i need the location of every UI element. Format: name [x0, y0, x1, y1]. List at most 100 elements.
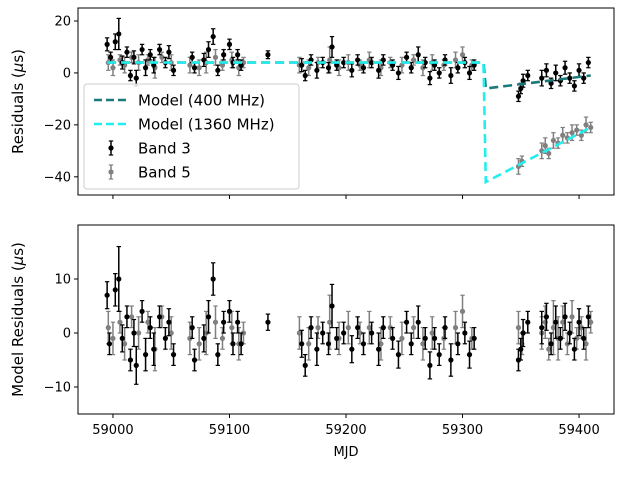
point-band-3-39 [355, 316, 361, 339]
point-band-3-28 [265, 50, 271, 60]
point-band-3-38 [349, 335, 355, 364]
point-band-3-24 [226, 300, 233, 323]
point-band-5-41 [550, 132, 557, 149]
x-tick-label-59400: 59400 [558, 423, 599, 438]
point-band-3-23 [221, 48, 227, 61]
point-band-3-51 [431, 327, 438, 350]
point-band-3-1 [106, 332, 113, 356]
point-band-3-6 [127, 69, 134, 82]
point-band-3-39 [355, 54, 361, 66]
point-band-3-69 [567, 72, 573, 84]
point-band-3-5 [124, 305, 130, 329]
point-band-3-66 [553, 305, 559, 339]
point-band-3-31 [308, 316, 314, 339]
point-band-3-63 [539, 310, 545, 345]
point-band-3-38 [349, 63, 355, 78]
point-band-3-43 [380, 316, 386, 339]
point-band-3-43 [380, 54, 386, 66]
point-band-5-43 [560, 305, 566, 339]
point-band-5-1 [110, 321, 116, 356]
point-band-3-29 [299, 58, 305, 73]
point-band-3-72 [581, 72, 587, 84]
point-band-3-22 [215, 64, 221, 77]
point-band-3-20 [205, 41, 212, 58]
y-tick-label-20: 20 [54, 14, 71, 29]
point-band-3-64 [543, 302, 550, 331]
point-band-3-9 [139, 43, 145, 56]
point-band-3-0 [104, 37, 110, 52]
point-band-3-65 [548, 332, 554, 356]
point-band-3-49 [422, 327, 428, 350]
bottom-series-layer [104, 246, 594, 385]
point-band-3-42 [376, 332, 382, 366]
point-band-3-54 [448, 343, 454, 377]
point-band-5-29 [410, 316, 417, 339]
point-band-5-37 [519, 155, 525, 168]
point-band-3-73 [585, 305, 591, 329]
point-band-5-21 [327, 294, 333, 350]
y-tick-label-10: 10 [54, 273, 71, 288]
top-series-layer [104, 17, 594, 185]
point-band-3-63 [539, 69, 545, 87]
point-band-5-11 [196, 327, 202, 361]
point-band-3-57 [466, 340, 473, 369]
top-panel: 20 0 −20 −40 Residuals (μs) Model (400 MHz)… [9, 7, 615, 199]
point-band-3-2 [112, 33, 118, 51]
point-band-5-3 [122, 327, 128, 361]
point-band-3-64 [543, 63, 550, 78]
point-band-3-24 [226, 38, 233, 51]
point-band-5-34 [459, 294, 466, 329]
point-band-3-68 [562, 60, 568, 75]
bottom-axes-frame [77, 224, 615, 415]
point-band-3-45 [395, 65, 402, 81]
point-band-3-15 [166, 45, 172, 60]
point-band-3-72 [581, 327, 587, 350]
point-band-3-50 [427, 351, 433, 380]
point-band-3-10 [142, 59, 149, 77]
point-band-3-6 [127, 348, 134, 372]
point-band-3-33 [320, 321, 326, 345]
point-band-3-11 [147, 48, 153, 61]
series-band-3 [104, 246, 591, 385]
point-band-3-15 [166, 308, 172, 337]
point-band-3-46 [403, 51, 410, 64]
legend: Model (400 MHz) Model (1360 MHz) Band 3 … [83, 83, 300, 190]
point-band-3-37 [341, 56, 347, 69]
point-band-3-5 [124, 46, 130, 58]
point-band-3-4 [119, 324, 125, 353]
point-band-5-6 [145, 310, 151, 334]
point-band-3-73 [585, 56, 591, 69]
point-band-5-0 [105, 310, 111, 345]
y-tick-label-20: −20 [44, 118, 71, 133]
point-band-3-45 [395, 340, 402, 369]
point-band-3-19 [201, 324, 207, 353]
point-band-3-62 [525, 69, 531, 82]
x-tick-label-59300: 59300 [442, 423, 483, 438]
point-band-3-10 [142, 337, 149, 372]
point-band-3-49 [422, 56, 428, 69]
point-band-3-3 [116, 17, 122, 51]
point-band-3-2 [112, 273, 118, 307]
point-band-3-25 [230, 332, 236, 356]
point-band-3-32 [314, 332, 320, 366]
point-band-3-21 [210, 28, 216, 45]
point-band-3-34 [325, 61, 332, 74]
point-band-3-59 [515, 348, 522, 372]
point-band-3-7 [131, 50, 137, 65]
point-band-5-39 [542, 137, 548, 155]
point-band-3-40 [360, 332, 367, 356]
point-band-3-53 [442, 316, 448, 339]
point-band-3-16 [170, 343, 177, 366]
point-band-3-68 [562, 302, 568, 331]
point-band-3-18 [191, 348, 198, 372]
point-band-3-67 [557, 74, 564, 87]
legend-label-model-1360: Model (1360 MHz) [138, 116, 275, 134]
point-band-3-48 [415, 305, 421, 339]
point-band-3-52 [436, 67, 442, 79]
point-band-3-22 [215, 343, 221, 366]
point-band-3-66 [553, 64, 559, 82]
point-band-3-41 [369, 321, 375, 345]
x-tick-label-59200: 59200 [325, 423, 366, 438]
